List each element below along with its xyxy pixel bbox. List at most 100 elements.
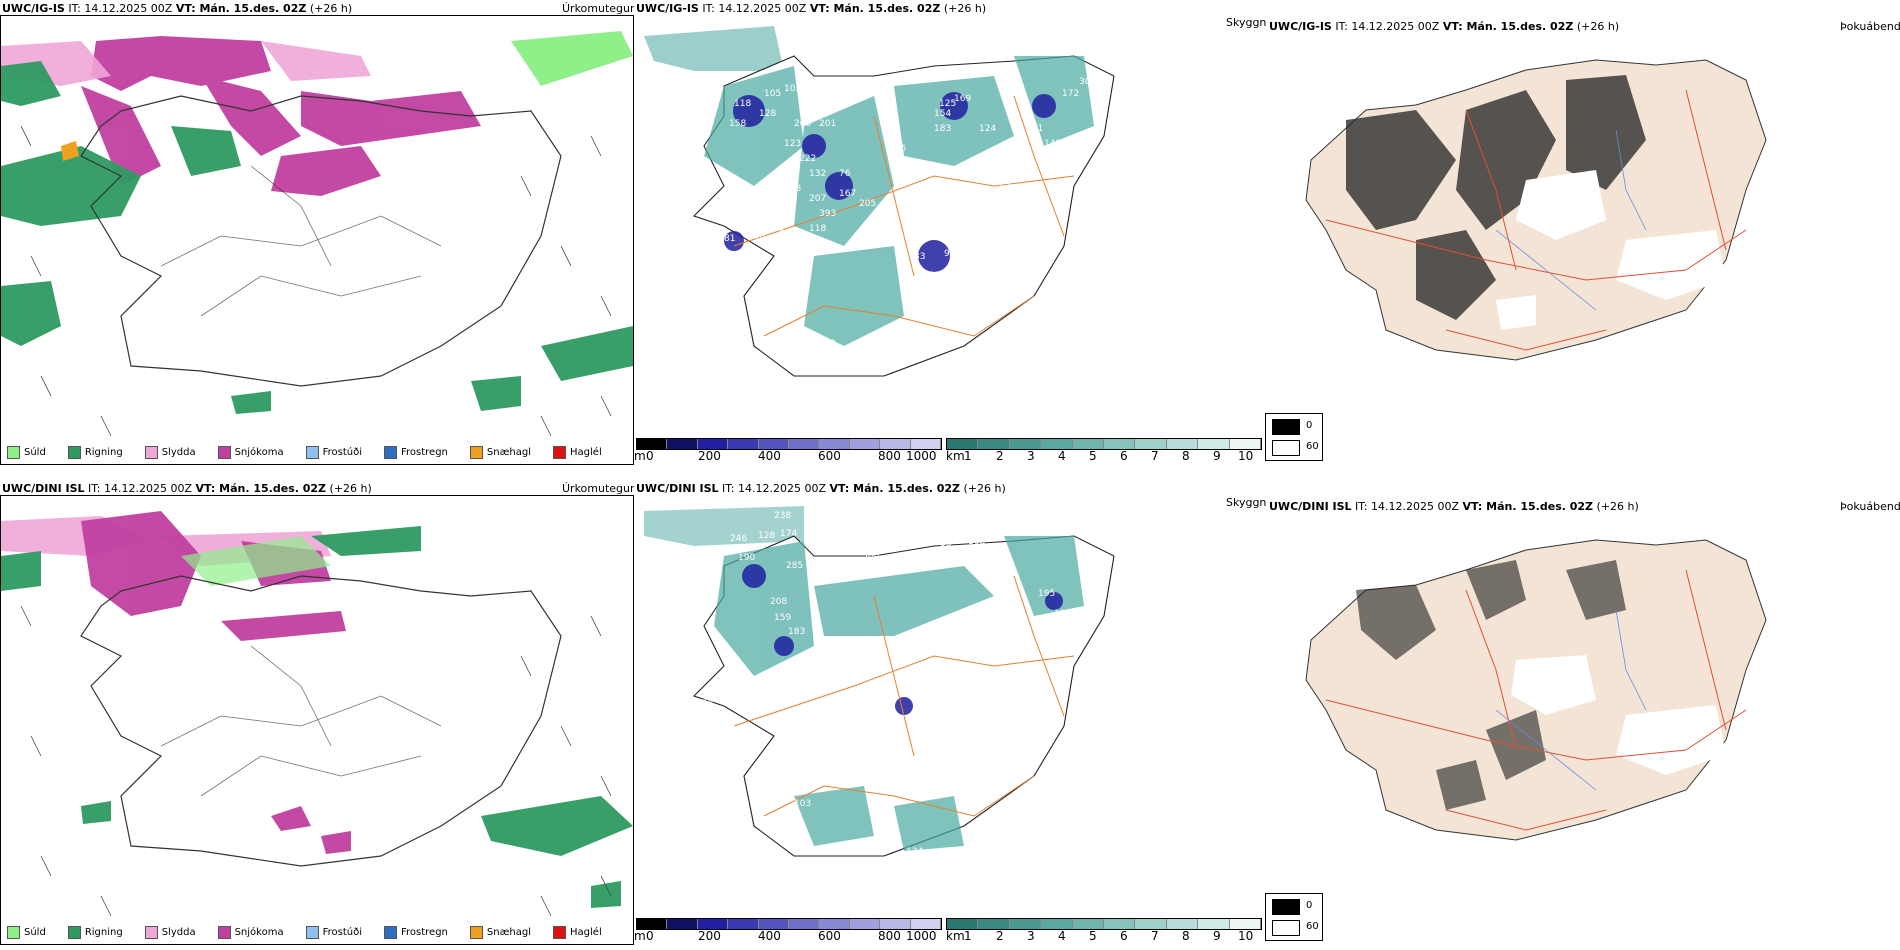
cloud-number: 154 xyxy=(934,109,951,119)
road-line xyxy=(733,175,1075,247)
cloud-number: 107 xyxy=(950,709,967,719)
colorbar-tick: 2 xyxy=(996,449,1004,463)
cloud-base-labels: 238 174 246 128 190 285 18 208 159 183 1… xyxy=(702,511,1095,857)
road-line xyxy=(250,645,332,747)
legend-item-snjokoma: Snjókoma xyxy=(217,926,284,939)
cloud-number: 58 xyxy=(702,699,714,709)
drizzle-region xyxy=(181,536,331,586)
cloud-region xyxy=(794,786,874,846)
precip-map-frame: Súld Rigning Slydda Snjókoma Frostúði Fr… xyxy=(0,15,634,465)
cloud-title: Skyggni xyxy=(1226,496,1270,509)
fog-legend-label: 0 xyxy=(1306,420,1313,431)
cloud-cell xyxy=(774,636,794,656)
cloud-number: 10 xyxy=(824,339,836,349)
cloud-cell xyxy=(802,134,826,158)
colorbar-tick: 4 xyxy=(1058,449,1066,463)
cloud-number: 80 xyxy=(1089,129,1101,139)
cloud-number: 118 xyxy=(734,99,751,109)
snow-region xyxy=(271,806,311,831)
road-line xyxy=(1325,699,1747,761)
snow-region xyxy=(221,611,346,641)
road-line xyxy=(763,295,1035,337)
cloud-number: 76 xyxy=(839,169,851,179)
cloud-cell xyxy=(1032,94,1056,118)
rain-region xyxy=(1,146,141,226)
cloud-number: 93 xyxy=(909,169,920,179)
lead-label: (+26 h) xyxy=(1576,20,1620,33)
snow-region xyxy=(81,86,161,186)
it-label: IT: 14.12.2025 00Z xyxy=(88,482,193,495)
fog-region xyxy=(1356,585,1436,660)
vt-label: VT: Mán. 15.des. 02Z xyxy=(195,482,327,495)
cloud-number: 167 xyxy=(839,189,856,199)
cloud-number: 105 xyxy=(764,89,781,99)
road-line xyxy=(1013,95,1065,237)
colorbar-tick: 800 xyxy=(878,929,901,943)
cloud-cell xyxy=(733,95,765,127)
lead-label: (+26 h) xyxy=(943,2,987,15)
cloud-number: 306 xyxy=(862,551,879,561)
fog-legend-box xyxy=(1272,920,1300,936)
cloud-number: 109 xyxy=(794,239,811,249)
colorbar-tick: 1 xyxy=(964,929,972,943)
fog-legend-label: 0 xyxy=(1306,900,1313,911)
colorbar-tick: 200 xyxy=(698,929,721,943)
fog-region xyxy=(1466,560,1526,620)
colorbar-tick: 1 xyxy=(964,449,972,463)
cloud-map: 118 105 102 158 128 260 201 123 222 132 … xyxy=(644,26,1115,377)
wind-barbs xyxy=(20,125,612,437)
precip-header: UWC/IG-IS IT: 14.12.2025 00Z VT: Mán. 15… xyxy=(2,2,352,15)
colorbar-tick: 9 xyxy=(1213,929,1221,943)
colorbar-tick: 10 xyxy=(1238,449,1254,463)
cloud-number: 201 xyxy=(819,119,836,129)
cloud-cell xyxy=(1045,592,1063,610)
cloud-number: 123 xyxy=(784,139,801,149)
snow-region xyxy=(81,511,201,616)
precip-header: UWC/DINI ISL IT: 14.12.2025 00Z VT: Mán.… xyxy=(2,482,372,495)
cloud-number: 393 xyxy=(819,209,836,219)
colorbar-unit-km: km xyxy=(946,449,965,463)
cloud-number: 128 xyxy=(759,109,776,119)
colorbar-tick: 3 xyxy=(1027,449,1035,463)
cloud-map: 238 174 246 128 190 285 18 208 159 183 1… xyxy=(644,506,1115,857)
river-line xyxy=(1495,229,1597,311)
snow-region xyxy=(301,91,481,146)
cloud-number: 79 xyxy=(999,179,1011,189)
cloud-number: 301 xyxy=(1079,77,1096,87)
cloud-number: 158 xyxy=(729,119,746,129)
legend-item-sudd: Súld xyxy=(7,446,46,459)
coastline xyxy=(80,95,562,387)
glacier-region xyxy=(1616,705,1726,775)
precip-map-frame: Súld Rigning Slydda Snjókoma Frostúði Fr… xyxy=(0,495,634,945)
cloud-number: 174 xyxy=(780,529,797,539)
cloud-number: 125 xyxy=(939,99,956,109)
legend-item-sudd: Súld xyxy=(7,926,46,939)
cloud-region xyxy=(644,26,784,71)
rain-region xyxy=(1,281,61,346)
cloud-cell xyxy=(724,231,744,251)
vt-label: VT: Mán. 15.des. 02Z xyxy=(829,482,961,495)
precip-title: Úrkomutegund xyxy=(562,482,644,495)
cloud-number: 33 xyxy=(914,252,925,262)
colorbar-tick: 600 xyxy=(818,929,841,943)
road-line xyxy=(200,275,422,317)
colorbar-unit-km: km xyxy=(946,929,965,943)
cloud-panel-row1: UWC/IG-IS IT: 14.12.2025 00Z VT: Mán. 15… xyxy=(634,0,1269,465)
snow-region xyxy=(201,76,301,156)
cloud-number: 221 xyxy=(774,199,791,209)
cloud-number: 32 xyxy=(874,229,885,239)
precip-panel-row1: UWC/IG-IS IT: 14.12.2025 00Z VT: Mán. 15… xyxy=(0,0,644,465)
cloud-number: 86 xyxy=(779,229,791,239)
fog-map xyxy=(1305,539,1767,841)
cloud-number: 238 xyxy=(784,184,801,194)
it-label: IT: 14.12.2025 00Z xyxy=(1335,20,1440,33)
cloud-number: 151 xyxy=(802,654,819,664)
fog-region xyxy=(1486,710,1546,780)
cloud-number: 98 xyxy=(979,204,991,214)
fog-legend-box xyxy=(1272,419,1300,435)
legend-item-haglel: Haglél xyxy=(553,446,602,459)
cloud-number: 121 xyxy=(956,629,973,639)
cloud-number: 183 xyxy=(934,124,951,134)
rain-region xyxy=(481,796,633,856)
fog-map xyxy=(1305,59,1767,361)
